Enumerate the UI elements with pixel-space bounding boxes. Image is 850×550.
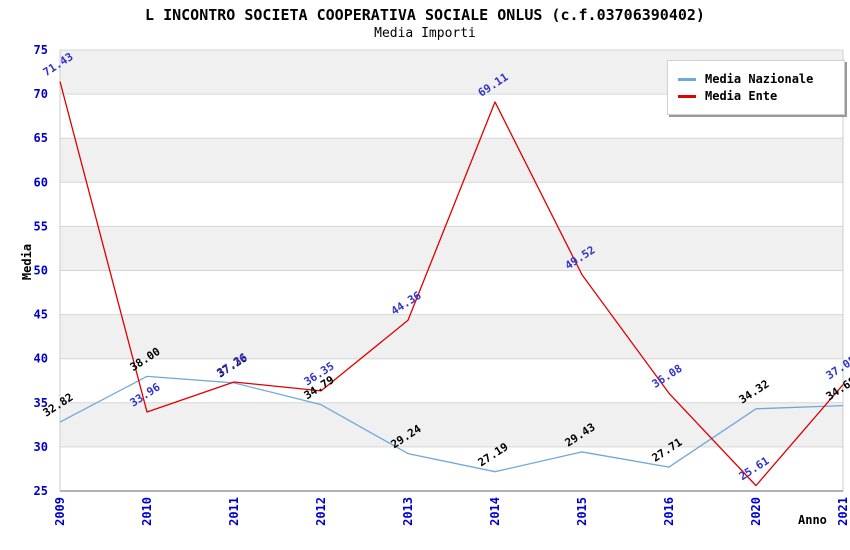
x-tick-label: 2014 — [488, 497, 502, 526]
y-tick-label: 55 — [34, 219, 48, 233]
y-tick-label: 40 — [34, 352, 48, 366]
page-subtitle: Media Importi — [374, 26, 476, 41]
plot-band — [60, 314, 843, 359]
x-tick-label: 2016 — [662, 497, 676, 526]
y-tick-label: 70 — [34, 87, 48, 101]
y-tick-label: 35 — [34, 396, 48, 410]
plot-band — [60, 226, 843, 271]
y-tick-label: 25 — [34, 484, 48, 498]
x-tick-label: 2013 — [401, 497, 415, 526]
y-tick-label: 50 — [34, 264, 48, 278]
legend-item-media-ente: Media Ente — [678, 89, 834, 103]
y-axis-title: Media — [20, 243, 34, 281]
x-tick-label: 2011 — [227, 497, 241, 526]
legend-label: Media Nazionale — [705, 72, 814, 86]
y-tick-label: 30 — [34, 440, 48, 454]
x-tick-label: 2009 — [53, 497, 67, 526]
y-tick-label: 45 — [34, 308, 48, 322]
page-title: L INCONTRO SOCIETA COOPERATIVA SOCIALE O… — [145, 6, 705, 24]
plot-band — [60, 138, 843, 183]
y-tick-label: 75 — [34, 43, 48, 57]
plot-band — [60, 402, 843, 447]
y-tick-label: 60 — [34, 175, 48, 189]
x-tick-label: 2012 — [314, 497, 328, 526]
point-label: 44.36 — [389, 289, 424, 318]
legend-item-media-nazionale: Media Nazionale — [678, 72, 834, 86]
point-label: 34.32 — [737, 377, 772, 406]
x-tick-label: 2021 — [836, 497, 850, 526]
series-line-media-ente — [59, 81, 844, 487]
x-tick-label: 2010 — [140, 497, 154, 526]
x-axis-title: Anno — [798, 513, 827, 527]
legend-line-swatch-nazionale — [678, 77, 696, 81]
x-tick-label: 2020 — [749, 497, 763, 526]
y-tick-label: 65 — [34, 131, 48, 145]
point-label: 25.61 — [737, 454, 772, 483]
legend: Media Nazionale Media Ente — [667, 60, 845, 115]
legend-line-swatch-ente — [678, 94, 696, 98]
point-label: 36.08 — [650, 362, 685, 391]
x-tick-label: 2015 — [575, 497, 589, 526]
series-line-media-nazionale — [59, 375, 844, 473]
legend-label: Media Ente — [705, 89, 778, 103]
